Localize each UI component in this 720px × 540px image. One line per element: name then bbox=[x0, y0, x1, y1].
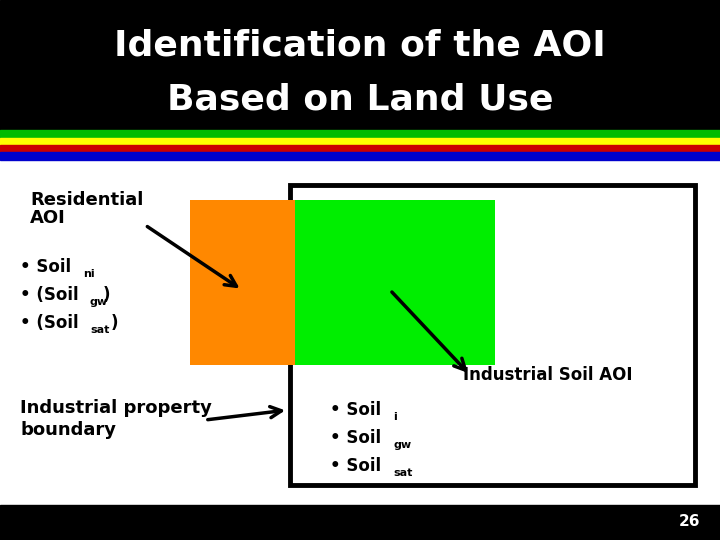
Text: gw: gw bbox=[90, 297, 108, 307]
Bar bbox=[0, 138, 720, 145]
Text: • Soil: • Soil bbox=[20, 258, 71, 276]
Text: Based on Land Use: Based on Land Use bbox=[167, 83, 553, 117]
Text: 26: 26 bbox=[678, 515, 700, 530]
Text: boundary: boundary bbox=[20, 421, 116, 439]
Text: ): ) bbox=[103, 286, 110, 304]
Bar bbox=[0, 152, 720, 160]
Text: • (Soil: • (Soil bbox=[20, 286, 78, 304]
Text: • Soil: • Soil bbox=[330, 457, 381, 475]
Bar bbox=[0, 145, 720, 152]
Bar bbox=[190, 200, 295, 365]
Text: Industrial Soil AOI: Industrial Soil AOI bbox=[463, 366, 632, 384]
Text: sat: sat bbox=[393, 468, 413, 478]
Text: AOI: AOI bbox=[30, 209, 66, 227]
Text: • Soil: • Soil bbox=[330, 429, 381, 447]
Text: Identification of the AOI: Identification of the AOI bbox=[114, 28, 606, 62]
Bar bbox=[295, 200, 495, 365]
Text: i: i bbox=[393, 412, 397, 422]
Text: sat: sat bbox=[90, 325, 109, 335]
Text: Industrial property: Industrial property bbox=[20, 399, 212, 417]
Text: ): ) bbox=[111, 314, 119, 332]
Bar bbox=[0, 130, 720, 138]
Bar bbox=[0, 0, 720, 130]
Text: • Soil: • Soil bbox=[330, 401, 381, 419]
Text: ni: ni bbox=[83, 269, 94, 279]
Bar bbox=[0, 160, 720, 510]
Text: • (Soil: • (Soil bbox=[20, 314, 78, 332]
Text: Residential: Residential bbox=[30, 191, 143, 209]
Text: gw: gw bbox=[393, 440, 411, 450]
Bar bbox=[290, 185, 695, 485]
Bar bbox=[0, 505, 720, 540]
